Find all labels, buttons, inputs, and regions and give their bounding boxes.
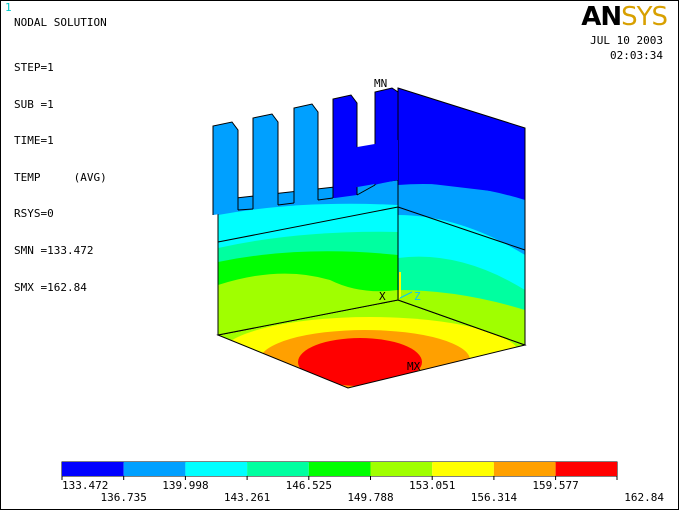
info-rsys: RSYS=0 xyxy=(14,207,54,221)
fin-3 xyxy=(294,104,318,203)
legend-label-3: 139.998 xyxy=(162,479,208,492)
legend-swatch-8 xyxy=(493,462,556,476)
right-outline xyxy=(397,87,526,346)
axis-z-line xyxy=(399,291,413,299)
fins xyxy=(212,87,399,215)
legend-swatch-4 xyxy=(247,462,309,476)
axis-triad: X Z xyxy=(379,272,421,303)
fin-cold-area xyxy=(340,140,398,190)
info-temp: TEMP (AVG) xyxy=(14,170,107,184)
axis-x-label: X xyxy=(379,290,386,303)
contour-legend: 133.472 139.998 146.525 153.051 159.577 … xyxy=(61,461,664,504)
plot-title: NODAL SOLUTION xyxy=(14,16,107,29)
legend-swatch-2 xyxy=(123,462,186,476)
fin-2 xyxy=(253,114,278,209)
info-time: TIME=1 xyxy=(14,134,54,148)
legend-swatch-7 xyxy=(432,462,494,476)
legend-label-2: 136.735 xyxy=(101,491,147,504)
fin-1-outline xyxy=(212,121,239,215)
info-step: STEP=1 xyxy=(14,61,54,74)
bottom-band-9 xyxy=(298,338,422,386)
left-section-line xyxy=(217,206,399,243)
legend-swatch-5 xyxy=(308,462,371,476)
info-smn: SMN =133.472 xyxy=(14,243,94,257)
fin-4-outline xyxy=(332,94,358,198)
solution-info: STEP=1 SUB =1 TIME=1 TEMP (AVG) RSYS=0 S… xyxy=(14,40,107,318)
legend-label-6: 149.788 xyxy=(347,491,393,504)
legend-label-7: 153.051 xyxy=(409,479,455,492)
info-sub: SUB =1 xyxy=(14,97,54,111)
axis-z-label: Z xyxy=(414,290,421,303)
legend-label-5: 146.525 xyxy=(286,479,332,492)
legend-swatch-6 xyxy=(370,462,433,476)
ansys-logo: ANSYS xyxy=(581,2,668,32)
info-smx: SMX =162.84 xyxy=(14,280,87,294)
fin-3-outline xyxy=(293,103,319,203)
right-section-line xyxy=(397,206,526,251)
slot-walls xyxy=(237,184,376,211)
legend-label-8: 156.314 xyxy=(471,491,518,504)
legend-label-9: 159.577 xyxy=(532,479,578,492)
window-number: 1 xyxy=(5,1,12,14)
legend-label-1: 133.472 xyxy=(62,479,108,492)
legend-label-4: 143.261 xyxy=(224,491,270,504)
max-marker: MX xyxy=(407,360,421,373)
legend-swatch-1 xyxy=(62,462,124,476)
fin-5-outline xyxy=(374,87,399,185)
legend-label-10: 162.84 xyxy=(624,491,664,504)
legend-swatch-9 xyxy=(555,462,617,476)
min-marker: MN xyxy=(374,77,387,90)
time-stamp: 02:03:34 xyxy=(610,49,663,62)
date-stamp: JUL 10 2003 xyxy=(590,34,663,47)
legend-swatch-3 xyxy=(185,462,248,476)
fin-1 xyxy=(213,122,238,215)
fin-2-outline xyxy=(252,113,279,209)
legend-ticks xyxy=(61,476,618,480)
